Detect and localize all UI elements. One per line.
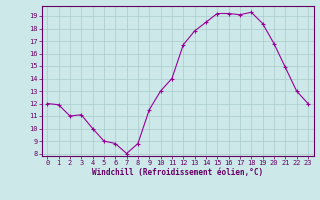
X-axis label: Windchill (Refroidissement éolien,°C): Windchill (Refroidissement éolien,°C) <box>92 168 263 177</box>
